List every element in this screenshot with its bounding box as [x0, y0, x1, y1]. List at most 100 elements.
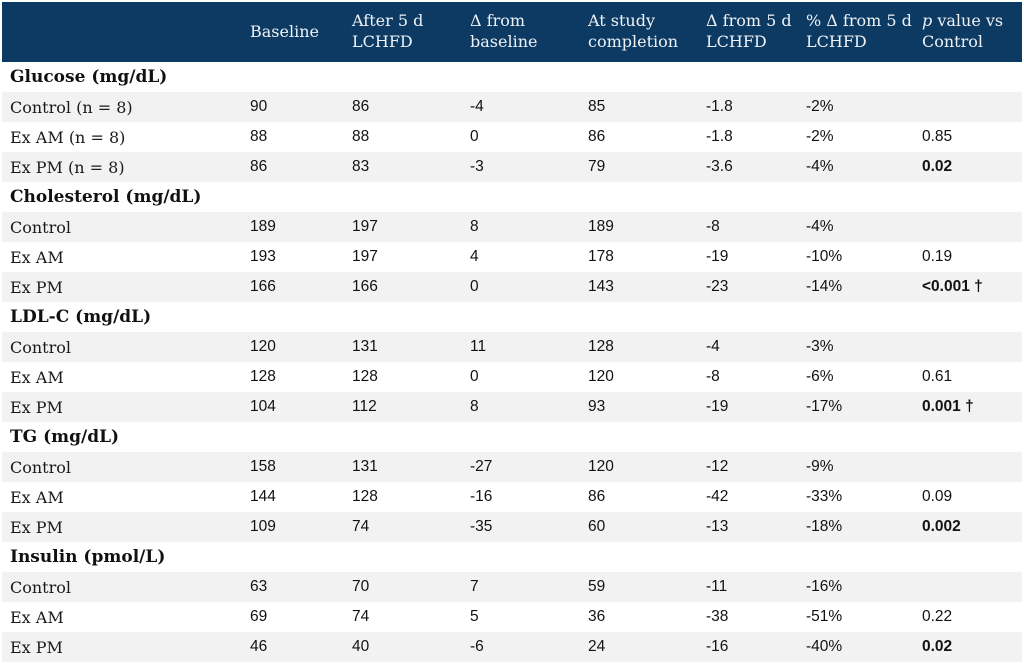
value-cell: -16	[470, 488, 493, 505]
row-label: Control (n = 8)	[10, 97, 133, 117]
value-cell: -4%	[806, 218, 834, 235]
table-row: Ex PM 109 74 -35 60 -13 -18% 0.002	[2, 512, 1022, 542]
col-header-after-5d-lchfd: After 5 d LCHFD	[344, 2, 462, 62]
value-cell: -10%	[806, 248, 843, 265]
value-cell: -2%	[806, 128, 834, 145]
value-cell: 8	[470, 218, 479, 235]
value-cell: 70	[352, 578, 370, 595]
value-cell: 128	[250, 368, 276, 385]
value-cell: 8	[470, 398, 479, 415]
p-header-rest: value vs Control	[922, 11, 1004, 51]
value-cell: 59	[588, 578, 606, 595]
row-label: Ex AM (n = 8)	[10, 127, 126, 147]
row-label: Control	[10, 337, 72, 357]
row-label: Ex PM	[10, 397, 63, 417]
value-cell: 74	[352, 608, 370, 625]
p-value-cell: <0.001 †	[922, 278, 983, 295]
value-cell: -40%	[806, 638, 843, 655]
row-label: Control	[10, 577, 72, 597]
row-label: Ex PM	[10, 637, 63, 657]
table-row: Ex AM (n = 8) 88 88 0 86 -1.8 -2% 0.85	[2, 122, 1022, 152]
col-header-delta-from-5d-lchfd: Δ from 5 d LCHFD	[698, 2, 798, 62]
value-cell: -1.8	[706, 128, 733, 145]
section-header-row: TG (mg/dL)	[2, 422, 1022, 452]
row-label: Ex PM (n = 8)	[10, 157, 125, 177]
table-row: Ex AM 144 128 -16 86 -42 -33% 0.09	[2, 482, 1022, 512]
value-cell: -8	[706, 368, 720, 385]
value-cell: -3.6	[706, 158, 733, 175]
value-cell: 143	[588, 278, 614, 295]
header-row: Baseline After 5 d LCHFD Δ from baseline…	[2, 2, 1022, 62]
p-value-cell: 0.61	[922, 368, 953, 385]
value-cell: -3	[470, 158, 484, 175]
value-cell: -4%	[806, 158, 834, 175]
value-cell: -4	[470, 98, 484, 115]
table-row: Control 120 131 11 128 -4 -3%	[2, 332, 1022, 362]
p-symbol: p	[922, 11, 933, 31]
p-value-cell: 0.002	[922, 518, 961, 535]
value-cell: -9%	[806, 458, 834, 475]
value-cell: 193	[250, 248, 276, 265]
value-cell: 83	[352, 158, 370, 175]
value-cell: 63	[250, 578, 268, 595]
row-label: Control	[10, 457, 72, 477]
value-cell: -42	[706, 488, 729, 505]
table-body: Glucose (mg/dL) Control (n = 8) 90 86 -4 85 -1…	[2, 62, 1022, 662]
section-title: Glucose (mg/dL)	[10, 67, 168, 87]
value-cell: 40	[352, 638, 370, 655]
value-cell: 90	[250, 98, 268, 115]
row-label: Ex PM	[10, 517, 63, 537]
col-header-at-study-completion: At study completion	[580, 2, 698, 62]
p-value-cell: 0.22	[922, 608, 953, 625]
value-cell: 109	[250, 518, 276, 535]
section-header-row: Insulin (pmol/L)	[2, 542, 1022, 572]
table-row: Ex AM 69 74 5 36 -38 -51% 0.22	[2, 602, 1022, 632]
value-cell: 120	[588, 458, 614, 475]
value-cell: -2%	[806, 98, 834, 115]
value-cell: 88	[352, 128, 370, 145]
value-cell: -16%	[806, 578, 843, 595]
value-cell: 60	[588, 518, 606, 535]
p-value-cell: 0.001 †	[922, 398, 974, 415]
row-label: Ex AM	[10, 367, 64, 387]
value-cell: -33%	[806, 488, 843, 505]
p-value-cell	[914, 212, 1022, 242]
value-cell: -8	[706, 218, 720, 235]
value-cell: 128	[352, 488, 378, 505]
value-cell: 86	[250, 158, 268, 175]
row-label: Ex PM	[10, 277, 63, 297]
value-cell: -38	[706, 608, 729, 625]
value-cell: -6	[470, 638, 484, 655]
value-cell: -19	[706, 248, 729, 265]
value-cell: 5	[470, 608, 479, 625]
value-cell: 79	[588, 158, 606, 175]
section-header-row: Cholesterol (mg/dL)	[2, 182, 1022, 212]
value-cell: 128	[588, 338, 614, 355]
value-cell: -6%	[806, 368, 834, 385]
value-cell: 85	[588, 98, 606, 115]
value-cell: -27	[470, 458, 493, 475]
row-label: Ex AM	[10, 247, 64, 267]
value-cell: 0	[470, 278, 479, 295]
p-value-cell: 0.19	[922, 248, 953, 265]
value-cell: 178	[588, 248, 614, 265]
value-cell: -13	[706, 518, 729, 535]
value-cell: 120	[588, 368, 614, 385]
col-header-delta-from-baseline: Δ from baseline	[462, 2, 580, 62]
section-title: LDL-C (mg/dL)	[10, 307, 152, 327]
value-cell: 158	[250, 458, 276, 475]
value-cell: 93	[588, 398, 606, 415]
value-cell: 74	[352, 518, 370, 535]
section-title: Cholesterol (mg/dL)	[10, 187, 202, 207]
table-row: Control 158 131 -27 120 -12 -9%	[2, 452, 1022, 482]
value-cell: 166	[352, 278, 378, 295]
table-row: Ex PM 104 112 8 93 -19 -17% 0.001 †	[2, 392, 1022, 422]
value-cell: 104	[250, 398, 276, 415]
table-row: Ex PM 166 166 0 143 -23 -14% <0.001 †	[2, 272, 1022, 302]
p-value-cell	[914, 332, 1022, 362]
value-cell: 69	[250, 608, 268, 625]
table-row: Control 63 70 7 59 -11 -16%	[2, 572, 1022, 602]
value-cell: 131	[352, 338, 378, 355]
value-cell: 86	[588, 488, 606, 505]
p-value-cell: 0.09	[922, 488, 953, 505]
